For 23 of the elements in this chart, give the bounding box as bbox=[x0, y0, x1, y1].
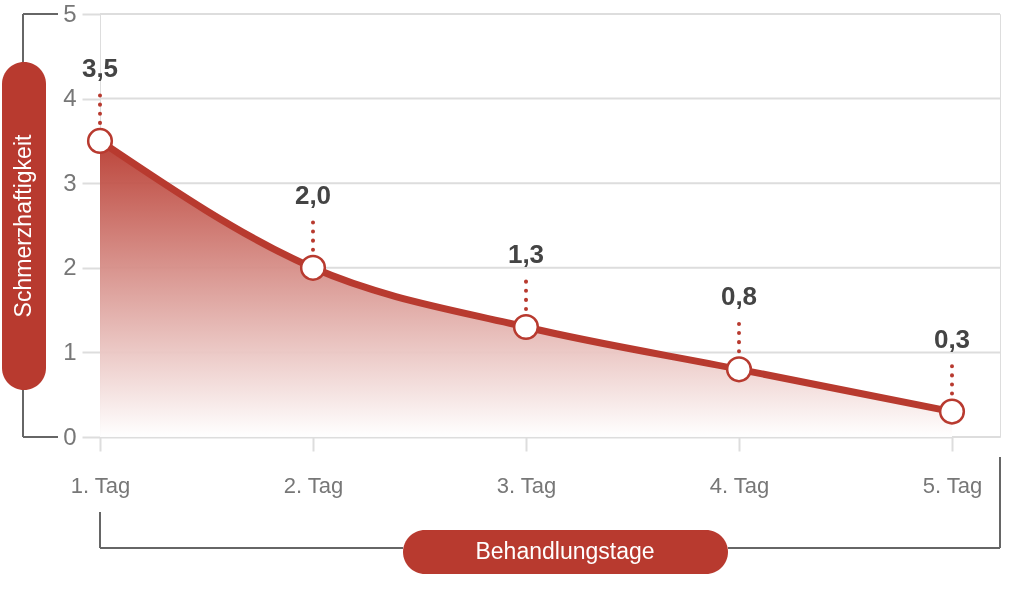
point bbox=[725, 356, 753, 383]
x-axis-title: Behandlungstage bbox=[475, 538, 655, 564]
y-tick-label: 0 bbox=[63, 422, 77, 450]
data-label: 3,5 bbox=[81, 52, 119, 83]
point bbox=[86, 127, 114, 154]
data-label: 2,0 bbox=[294, 179, 332, 210]
x-tick-label: 5. Tag bbox=[922, 472, 983, 498]
data-label: 0,3 bbox=[933, 323, 971, 354]
y-tick-label: 2 bbox=[63, 253, 77, 281]
y-tick-label: 1 bbox=[63, 337, 77, 365]
point bbox=[938, 398, 966, 425]
y-axis-title: Schmerzhaftigkeit bbox=[10, 134, 36, 318]
data-label: 1,3 bbox=[507, 239, 545, 270]
point bbox=[299, 254, 327, 281]
y-tick-label: 4 bbox=[63, 84, 77, 112]
y-tick-label: 5 bbox=[63, 0, 77, 27]
data-label: 0,8 bbox=[720, 281, 758, 312]
y-tick-label: 3 bbox=[63, 168, 77, 196]
x-tick-label: 1. Tag bbox=[70, 472, 131, 498]
x-tick-label: 2. Tag bbox=[283, 472, 344, 498]
x-tick-label: 4. Tag bbox=[709, 472, 770, 498]
x-tick-label: 3. Tag bbox=[496, 472, 557, 498]
point bbox=[512, 313, 540, 341]
